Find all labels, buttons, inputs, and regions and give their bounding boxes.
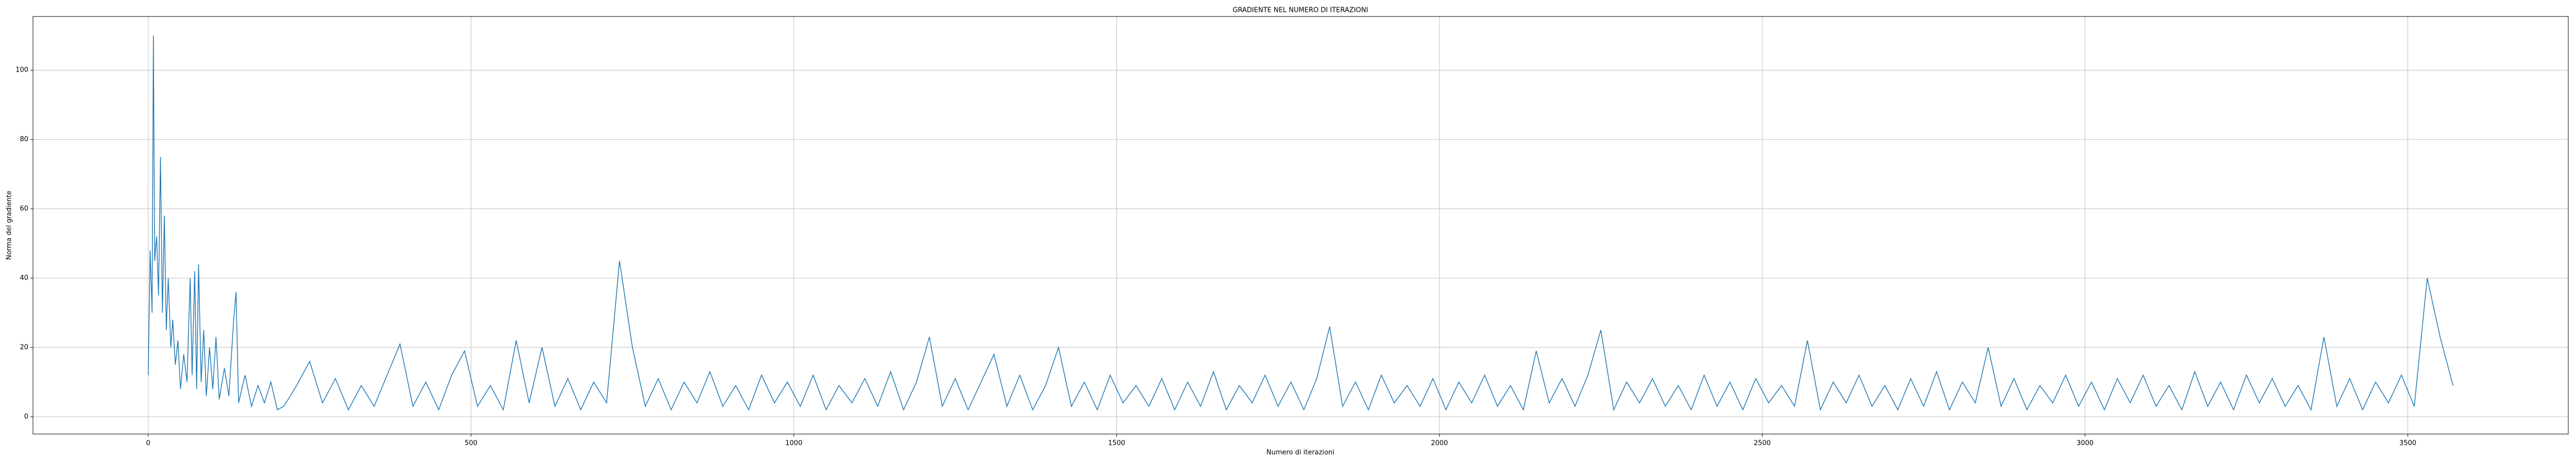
y-tick-label: 60 xyxy=(20,205,28,213)
y-tick-label: 80 xyxy=(20,136,28,143)
data-line xyxy=(147,35,2454,411)
x-tick-label: 2000 xyxy=(1431,440,1448,447)
x-tick-label: 2500 xyxy=(1754,440,1771,447)
y-tick-label: 100 xyxy=(15,66,28,74)
x-tick-label: 3500 xyxy=(2399,440,2416,447)
chart-title: GRADIENTE NEL NUMERO DI ITERAZIONI xyxy=(1233,7,1368,14)
plot-frame xyxy=(32,16,2569,435)
x-axis-label: Numero di iterazioni xyxy=(1266,449,1334,457)
x-tick-label: 500 xyxy=(465,440,478,447)
x-tick-label: 0 xyxy=(146,440,150,447)
x-tick-label: 3000 xyxy=(2076,440,2093,447)
y-axis-label: Norma del gradiente xyxy=(6,191,13,260)
y-tick-label: 20 xyxy=(20,343,28,351)
x-tick-label: 1500 xyxy=(1108,440,1125,447)
y-tick-label: 0 xyxy=(24,413,28,421)
x-tick-label: 1000 xyxy=(785,440,802,447)
y-tick-label: 40 xyxy=(20,274,28,282)
